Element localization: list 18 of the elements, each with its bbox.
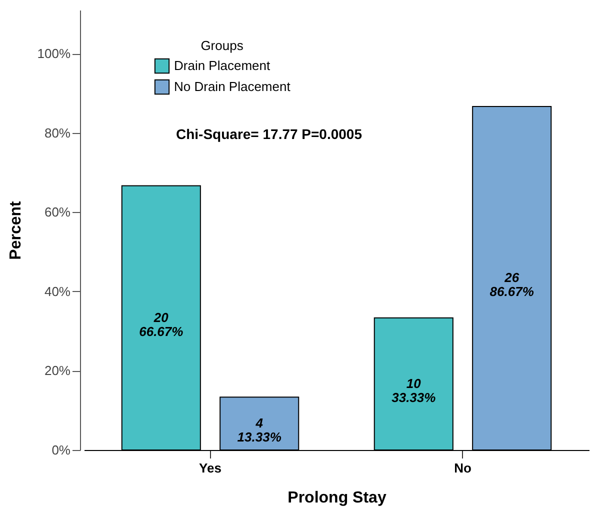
annotation: Chi-Square= 17.77 P=0.0005 [176, 126, 362, 142]
y-tick-label: 20% [44, 363, 71, 378]
x-axis-title: Prolong Stay [288, 490, 386, 506]
y-tick-label: 0% [52, 442, 71, 458]
data-label: 20 66.67% [139, 310, 184, 339]
legend-label: No Drain Placement [174, 79, 291, 94]
y-tick-label: 60% [44, 204, 71, 220]
x-tick-label: No [454, 460, 472, 476]
y-tick-label: 100% [37, 46, 71, 62]
x-tick-label: Yes [199, 460, 222, 476]
legend-label: Drain Placement [174, 58, 270, 73]
legend-title: Groups [200, 38, 244, 53]
data-label: 4 13.33% [237, 416, 282, 445]
data-label: 10 33.33% [392, 376, 436, 405]
y-tick-label: 80% [44, 125, 71, 140]
data-label: 26 86.67% [490, 270, 534, 300]
y-tick-label: 40% [44, 284, 71, 299]
y-axis-title: Percent [7, 200, 24, 260]
